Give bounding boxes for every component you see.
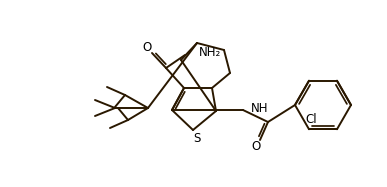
Text: O: O	[142, 41, 152, 53]
Text: NH₂: NH₂	[199, 45, 221, 59]
Text: NH: NH	[251, 102, 269, 114]
Text: Cl: Cl	[305, 113, 317, 126]
Text: O: O	[252, 140, 260, 154]
Text: S: S	[194, 131, 201, 145]
